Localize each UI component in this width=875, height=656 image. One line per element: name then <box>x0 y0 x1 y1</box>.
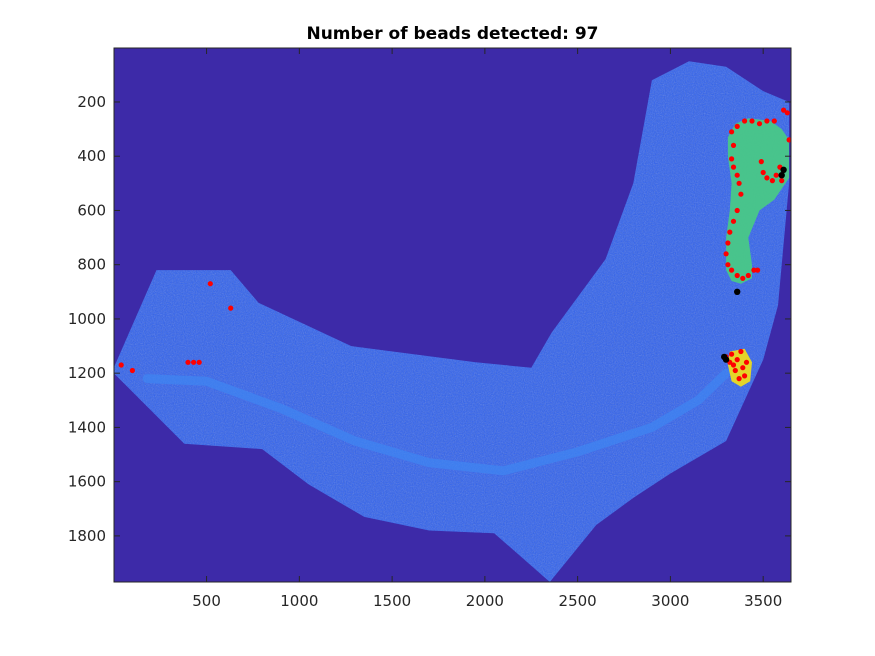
bead-detected <box>729 129 735 135</box>
bead-detected <box>730 142 737 148</box>
bead-detected <box>118 362 124 368</box>
bead-detected <box>734 207 740 214</box>
bead-detected <box>764 118 770 124</box>
bead-detected <box>786 137 791 143</box>
y-tick-label: 800 <box>77 256 106 274</box>
y-tick-label: 1400 <box>68 418 106 436</box>
x-tick-label: 2000 <box>466 592 504 610</box>
bead-detected <box>730 164 737 170</box>
bead-detected <box>740 275 746 281</box>
bead-detected <box>771 118 777 124</box>
high-intensity-region <box>726 118 790 284</box>
bead-detected <box>736 180 742 186</box>
bead-detected <box>725 240 731 246</box>
bead-detected <box>769 178 776 184</box>
bead-detected <box>734 123 740 129</box>
bead-detected <box>129 367 135 374</box>
y-axis: 200 400 600 800 1000 1200 1400 1600 1800 <box>68 93 791 545</box>
bead-detected <box>730 362 737 368</box>
y-tick-label: 400 <box>77 147 106 165</box>
x-tick-label: 3000 <box>651 592 689 610</box>
x-axis: 500 1000 1500 2000 2500 3000 3500 <box>192 48 782 610</box>
bead-detected <box>742 373 748 379</box>
bead-undetected <box>778 172 785 179</box>
bead-detected <box>781 107 787 113</box>
bead-detected <box>723 251 729 257</box>
bead-detected <box>751 267 757 273</box>
y-tick-label: 600 <box>77 201 106 219</box>
y-tick-label: 1600 <box>68 473 106 491</box>
bead-detected <box>191 359 197 365</box>
bead-detected <box>749 118 755 124</box>
bead-detected <box>738 348 744 355</box>
bead-detected <box>760 169 766 176</box>
x-tick-label: 2500 <box>559 592 597 610</box>
strip-texture <box>114 61 790 582</box>
bead-detected <box>736 376 742 382</box>
channel-path <box>142 368 731 476</box>
bead-detected <box>738 191 744 197</box>
x-tick-label: 500 <box>192 592 221 610</box>
bead-detected <box>207 281 213 287</box>
bead-layer <box>118 107 791 382</box>
bead-detected <box>755 267 761 273</box>
bead-undetected <box>734 288 741 295</box>
bead-detected <box>745 272 751 279</box>
bead-detected <box>729 351 735 357</box>
y-tick-label: 1200 <box>68 364 106 382</box>
bead-detected <box>740 365 746 371</box>
x-tick-label: 3500 <box>744 592 782 610</box>
bead-detected <box>779 178 785 184</box>
y-tick-label: 1000 <box>68 310 106 328</box>
bead-detected <box>729 156 735 162</box>
bead-detected <box>734 272 740 279</box>
x-tick-label: 1000 <box>280 592 318 610</box>
bead-detected <box>732 367 738 374</box>
image-layer <box>114 61 790 582</box>
bead-detected <box>784 110 790 116</box>
bead-detected <box>734 172 740 178</box>
bead-detected <box>734 357 740 363</box>
bead-detected <box>756 121 763 127</box>
bead-detected <box>196 359 202 365</box>
bead-detected <box>729 267 735 273</box>
y-tick-label: 1800 <box>68 527 106 545</box>
bead-detected <box>730 218 737 224</box>
bead-detected <box>764 175 770 181</box>
bead-detected <box>725 262 731 268</box>
x-tick-label: 1500 <box>373 592 411 610</box>
bead-detected <box>742 118 748 124</box>
bead-detected <box>758 159 764 165</box>
plot-area <box>114 48 791 582</box>
chart-title: Number of beads detected: 97 <box>306 24 598 44</box>
y-tick-label: 200 <box>77 93 106 111</box>
bead-detected <box>185 359 191 365</box>
axes-box <box>113 47 792 583</box>
bead-detected <box>727 229 733 235</box>
bead-detected <box>773 172 779 178</box>
bead-detected <box>228 305 234 311</box>
bead-undetected <box>780 166 787 173</box>
bead-detected <box>743 359 750 365</box>
bead-undetected <box>721 353 728 361</box>
